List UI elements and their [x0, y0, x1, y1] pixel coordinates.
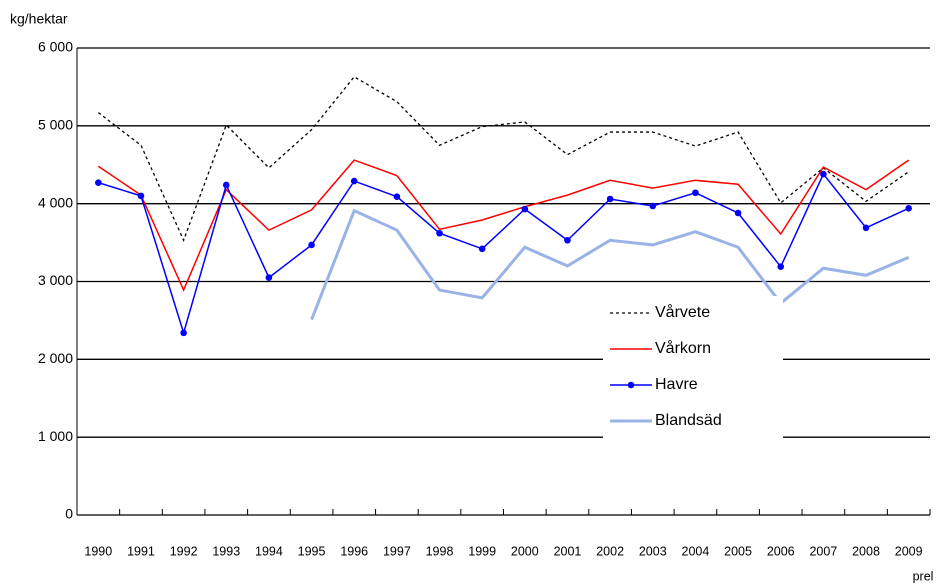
x-tick-label: 1991: [127, 544, 155, 558]
series-line: [97, 75, 910, 242]
point: [777, 263, 785, 271]
legend-label: Vårkorn: [655, 339, 711, 357]
x-tick-label: 2008: [852, 544, 880, 558]
point: [265, 274, 273, 281]
point: [521, 205, 529, 213]
point: [180, 329, 187, 337]
point: [350, 177, 358, 185]
legend-label: Vårvete: [655, 303, 710, 321]
point: [692, 189, 699, 197]
x-tick-label: 2003: [639, 544, 667, 558]
point: [649, 202, 657, 210]
point: [436, 229, 443, 237]
point: [137, 192, 145, 200]
y-tick-label: 1 000: [38, 428, 73, 444]
legend: Vårvete Vårkorn Havre Blandsäd: [603, 296, 783, 438]
point: [905, 205, 912, 212]
x-tick-label: 2005: [724, 544, 752, 558]
note: prel: [913, 569, 934, 583]
series-line: [310, 208, 910, 321]
y-tick-label: 3 000: [38, 272, 73, 288]
point: [478, 245, 486, 253]
y-tick-label: 5 000: [38, 117, 73, 133]
y-tick-label: 0: [65, 506, 73, 522]
x-tick-label: 2006: [767, 544, 795, 558]
point: [734, 209, 742, 217]
x-tick-label: 1996: [340, 544, 368, 558]
x-tick-label: 2002: [596, 544, 624, 558]
legend-marker: [627, 381, 635, 389]
x-tick-label: 1990: [84, 544, 112, 558]
legend-label: Blandsäd: [655, 412, 722, 429]
y-tick-label: 2 000: [38, 350, 73, 366]
y-axis-label: kg/hektar: [10, 11, 68, 27]
x-tick-label: 1993: [212, 544, 240, 558]
y-tick-label: 6 000: [38, 39, 73, 55]
x-tick-label: 1997: [383, 544, 411, 558]
series-line: [97, 159, 910, 292]
point: [95, 179, 102, 186]
x-tick-label: 1994: [255, 544, 283, 558]
x-tick-label: 1995: [298, 544, 326, 558]
x-tick-label: 2009: [895, 544, 923, 558]
x-tick-label: 2007: [809, 544, 837, 558]
point: [222, 181, 230, 189]
point: [393, 193, 401, 200]
x-tick-label: 1998: [426, 544, 454, 558]
legend-box: [603, 296, 783, 438]
series-line: [98, 172, 909, 336]
point: [564, 236, 571, 244]
point: [820, 170, 827, 178]
point: [606, 195, 614, 203]
x-tick-label: 2004: [682, 544, 710, 558]
x-tick-label: 2001: [554, 544, 582, 558]
legend-label: Havre: [655, 376, 698, 393]
point: [862, 224, 870, 232]
x-tick-label: 1992: [170, 544, 198, 558]
x-tick-label: 2000: [511, 544, 539, 558]
point: [308, 241, 315, 249]
y-tick-label: 4 000: [38, 194, 73, 210]
x-tick-label: 1999: [468, 544, 496, 558]
